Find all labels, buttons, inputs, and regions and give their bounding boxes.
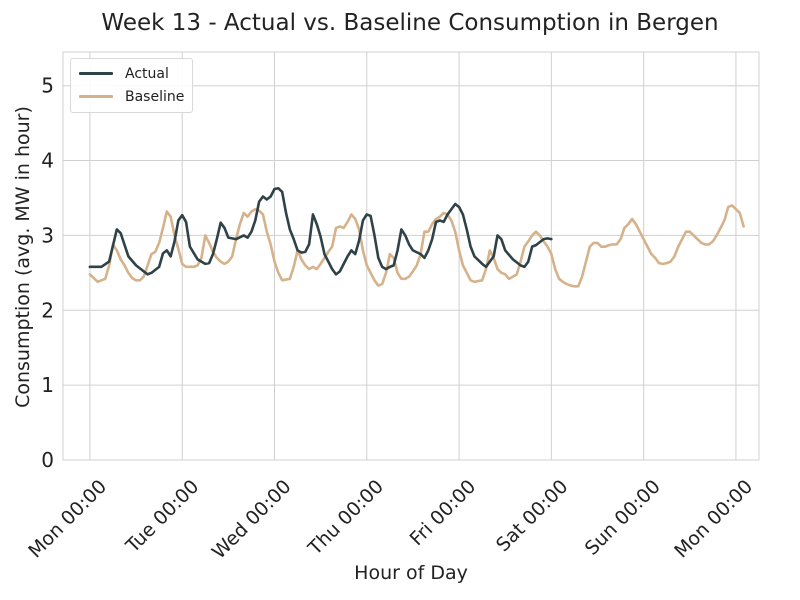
legend-item-baseline: Baseline <box>79 85 184 108</box>
x-tick-label: Mon 00:00 <box>24 476 111 563</box>
y-tick-label: 1 <box>41 373 54 397</box>
x-tick-label: Sat 00:00 <box>492 476 573 557</box>
series-layer <box>88 186 745 288</box>
x-tick-label: Thu 00:00 <box>303 476 387 560</box>
x-tick-label: Wed 00:00 <box>208 476 296 564</box>
x-axis-ticks: Mon 00:00 Tue 00:00 Wed 00:00 Thu 00:00 Fri … <box>24 476 757 564</box>
y-tick-label: 2 <box>41 298 54 322</box>
legend-swatch-baseline <box>79 95 113 98</box>
series-line-actual <box>88 186 553 276</box>
x-tick-label: Fri 00:00 <box>406 476 481 551</box>
legend-label-actual: Actual <box>125 65 169 82</box>
y-tick-label: 3 <box>41 223 54 247</box>
y-axis-ticks: 0 1 2 3 4 5 <box>41 74 54 472</box>
y-tick-label: 5 <box>41 74 54 98</box>
y-tick-label: 4 <box>41 149 54 173</box>
x-axis-label: Hour of Day <box>354 562 468 584</box>
x-tick-label: Mon 00:00 <box>670 476 757 563</box>
legend-item-actual: Actual <box>79 62 184 85</box>
legend-label-baseline: Baseline <box>125 88 185 105</box>
legend-swatch-actual <box>79 72 113 75</box>
y-tick-label: 0 <box>41 448 54 472</box>
chart-title: Week 13 - Actual vs. Baseline Consumptio… <box>101 10 719 36</box>
legend: Actual Baseline <box>70 58 194 113</box>
plot-area <box>62 51 760 461</box>
series-line-baseline <box>88 204 745 288</box>
x-tick-label: Sun 00:00 <box>581 476 665 560</box>
y-axis-label: Consumption (avg. MW in hour) <box>12 106 34 408</box>
x-tick-label: Tue 00:00 <box>121 476 203 558</box>
